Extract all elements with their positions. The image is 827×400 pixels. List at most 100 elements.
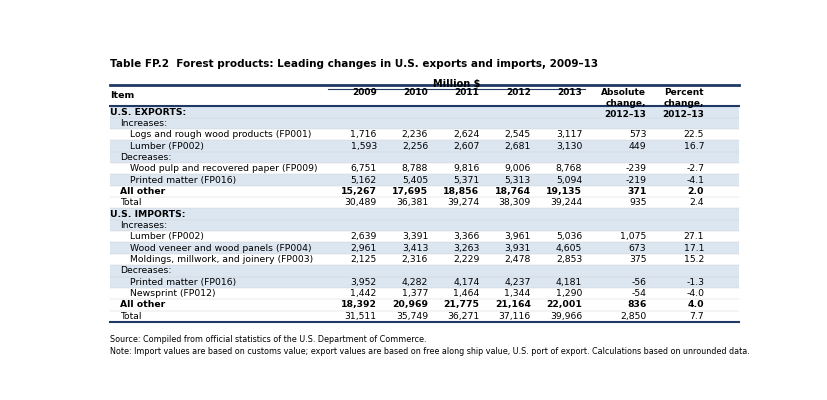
Text: 20,969: 20,969 xyxy=(392,300,428,309)
Text: Source: Compiled from official statistics of the U.S. Department of Commerce.: Source: Compiled from official statistic… xyxy=(110,335,426,344)
Text: 2.0: 2.0 xyxy=(686,187,703,196)
Text: 1,442: 1,442 xyxy=(350,289,376,298)
Text: -219: -219 xyxy=(624,176,646,184)
Text: Wood pulp and recovered paper (FP009): Wood pulp and recovered paper (FP009) xyxy=(131,164,318,173)
Text: Percent
change,
2012–13: Percent change, 2012–13 xyxy=(662,88,703,119)
Text: Increases:: Increases: xyxy=(120,221,167,230)
Text: 17.1: 17.1 xyxy=(683,244,703,253)
Text: 2,316: 2,316 xyxy=(401,255,428,264)
Text: 3,952: 3,952 xyxy=(350,278,376,287)
Bar xyxy=(110,140,738,152)
Text: 3,931: 3,931 xyxy=(504,244,530,253)
Text: 2,607: 2,607 xyxy=(452,142,479,150)
Text: -2.7: -2.7 xyxy=(686,164,703,173)
Text: 5,405: 5,405 xyxy=(402,176,428,184)
Bar xyxy=(110,254,738,265)
Bar xyxy=(110,276,738,288)
Bar xyxy=(110,174,738,186)
Text: 2009: 2009 xyxy=(351,88,376,97)
Text: 3,391: 3,391 xyxy=(401,232,428,241)
Text: 1,290: 1,290 xyxy=(555,289,581,298)
Bar xyxy=(110,310,738,322)
Text: 2,681: 2,681 xyxy=(504,142,530,150)
Text: -56: -56 xyxy=(631,278,646,287)
Text: 3,961: 3,961 xyxy=(504,232,530,241)
Text: 2,624: 2,624 xyxy=(452,130,479,139)
Text: 2,639: 2,639 xyxy=(350,232,376,241)
Bar xyxy=(110,186,738,197)
Text: 371: 371 xyxy=(626,187,646,196)
Text: Printed matter (FP016): Printed matter (FP016) xyxy=(131,176,237,184)
Bar xyxy=(110,106,738,118)
Text: 31,511: 31,511 xyxy=(344,312,376,321)
Text: 17,695: 17,695 xyxy=(392,187,428,196)
Text: 36,271: 36,271 xyxy=(447,312,479,321)
Text: U.S. EXPORTS:: U.S. EXPORTS: xyxy=(110,108,186,116)
Text: Note: Import values are based on customs value; export values are based on free : Note: Import values are based on customs… xyxy=(110,347,748,356)
Text: 22,001: 22,001 xyxy=(546,300,581,309)
Text: 836: 836 xyxy=(626,300,646,309)
Text: 4,174: 4,174 xyxy=(452,278,479,287)
Bar xyxy=(110,208,738,220)
Text: 2011: 2011 xyxy=(454,88,479,97)
Text: 30,489: 30,489 xyxy=(344,198,376,207)
Text: 18,856: 18,856 xyxy=(443,187,479,196)
Text: 39,966: 39,966 xyxy=(549,312,581,321)
Text: 27.1: 27.1 xyxy=(683,232,703,241)
Text: 1,716: 1,716 xyxy=(350,130,376,139)
Text: 2,125: 2,125 xyxy=(350,255,376,264)
Text: 2,961: 2,961 xyxy=(350,244,376,253)
Text: Printed matter (FP016): Printed matter (FP016) xyxy=(131,278,237,287)
Text: U.S. IMPORTS:: U.S. IMPORTS: xyxy=(110,210,185,219)
Text: 2,229: 2,229 xyxy=(452,255,479,264)
Text: 4,181: 4,181 xyxy=(555,278,581,287)
Text: Item: Item xyxy=(110,90,134,100)
Bar xyxy=(110,242,738,254)
Text: 2013: 2013 xyxy=(557,88,581,97)
Text: 39,274: 39,274 xyxy=(447,198,479,207)
Text: Lumber (FP002): Lumber (FP002) xyxy=(131,142,204,150)
Text: 3,117: 3,117 xyxy=(555,130,581,139)
Text: -1.3: -1.3 xyxy=(686,278,703,287)
Text: 22.5: 22.5 xyxy=(683,130,703,139)
Text: -4.0: -4.0 xyxy=(686,289,703,298)
Text: 1,464: 1,464 xyxy=(452,289,479,298)
Text: 673: 673 xyxy=(628,244,646,253)
Text: 9,006: 9,006 xyxy=(504,164,530,173)
Text: -54: -54 xyxy=(631,289,646,298)
Text: 39,244: 39,244 xyxy=(549,198,581,207)
Text: Decreases:: Decreases: xyxy=(120,266,171,275)
Text: 1,377: 1,377 xyxy=(401,289,428,298)
Text: 16.7: 16.7 xyxy=(683,142,703,150)
Text: 9,816: 9,816 xyxy=(452,164,479,173)
Text: Absolute
change,
2012–13: Absolute change, 2012–13 xyxy=(600,88,646,119)
Text: 37,116: 37,116 xyxy=(498,312,530,321)
Text: 2,850: 2,850 xyxy=(619,312,646,321)
Text: 21,775: 21,775 xyxy=(443,300,479,309)
Text: Newsprint (FP012): Newsprint (FP012) xyxy=(131,289,216,298)
Text: 5,313: 5,313 xyxy=(504,176,530,184)
Text: 2,853: 2,853 xyxy=(555,255,581,264)
Text: All other: All other xyxy=(120,300,165,309)
Text: 2010: 2010 xyxy=(403,88,428,97)
Text: 1,593: 1,593 xyxy=(350,142,376,150)
Bar xyxy=(110,152,738,163)
Text: 3,263: 3,263 xyxy=(452,244,479,253)
Bar xyxy=(110,220,738,231)
Text: -239: -239 xyxy=(624,164,646,173)
Text: 5,162: 5,162 xyxy=(350,176,376,184)
Text: 3,366: 3,366 xyxy=(452,232,479,241)
Text: 5,371: 5,371 xyxy=(452,176,479,184)
Text: 449: 449 xyxy=(628,142,646,150)
Text: 15,267: 15,267 xyxy=(341,187,376,196)
Text: 36,381: 36,381 xyxy=(395,198,428,207)
Text: 18,764: 18,764 xyxy=(495,187,530,196)
Bar xyxy=(110,163,738,174)
Text: 4,605: 4,605 xyxy=(555,244,581,253)
Text: 2,545: 2,545 xyxy=(504,130,530,139)
Bar xyxy=(110,197,738,208)
Text: Total: Total xyxy=(120,312,141,321)
Text: 19,135: 19,135 xyxy=(546,187,581,196)
Text: Wood veneer and wood panels (FP004): Wood veneer and wood panels (FP004) xyxy=(131,244,312,253)
Text: Moldings, millwork, and joinery (FP003): Moldings, millwork, and joinery (FP003) xyxy=(131,255,313,264)
